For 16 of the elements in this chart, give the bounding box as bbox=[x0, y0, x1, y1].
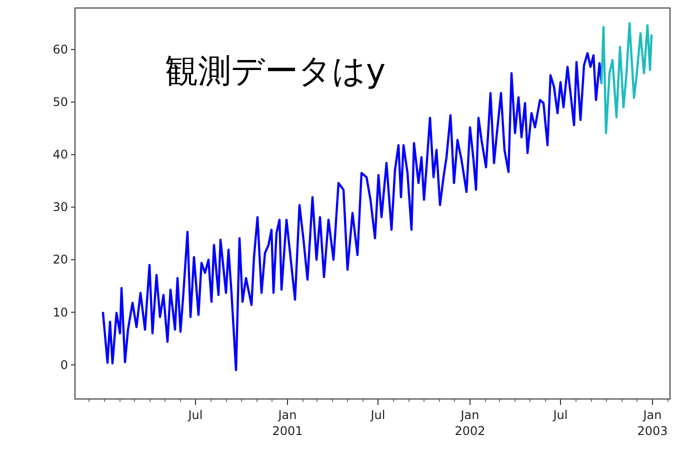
y-tick-label: 60 bbox=[52, 42, 68, 57]
line-series bbox=[600, 22, 653, 134]
y-tick-label: 10 bbox=[52, 305, 68, 320]
x-tick-label: Jul bbox=[187, 408, 203, 422]
x-tick-label: Jan 2002 bbox=[454, 408, 486, 438]
y-tick-label: 40 bbox=[52, 148, 68, 162]
y-tick-label: 50 bbox=[52, 95, 68, 110]
x-tick-label: Jul bbox=[552, 408, 568, 422]
y-tick-label: 20 bbox=[52, 252, 68, 267]
x-tick-label: Jan 2001 bbox=[272, 408, 303, 438]
annotation: 観測データはy bbox=[165, 51, 386, 90]
y-tick-label: 0 bbox=[60, 358, 68, 372]
line-series bbox=[102, 52, 603, 372]
x-tick-label: Jul bbox=[370, 408, 386, 422]
x-tick-label: Jan 2003 bbox=[637, 408, 668, 438]
y-tick-label: 30 bbox=[52, 200, 68, 214]
